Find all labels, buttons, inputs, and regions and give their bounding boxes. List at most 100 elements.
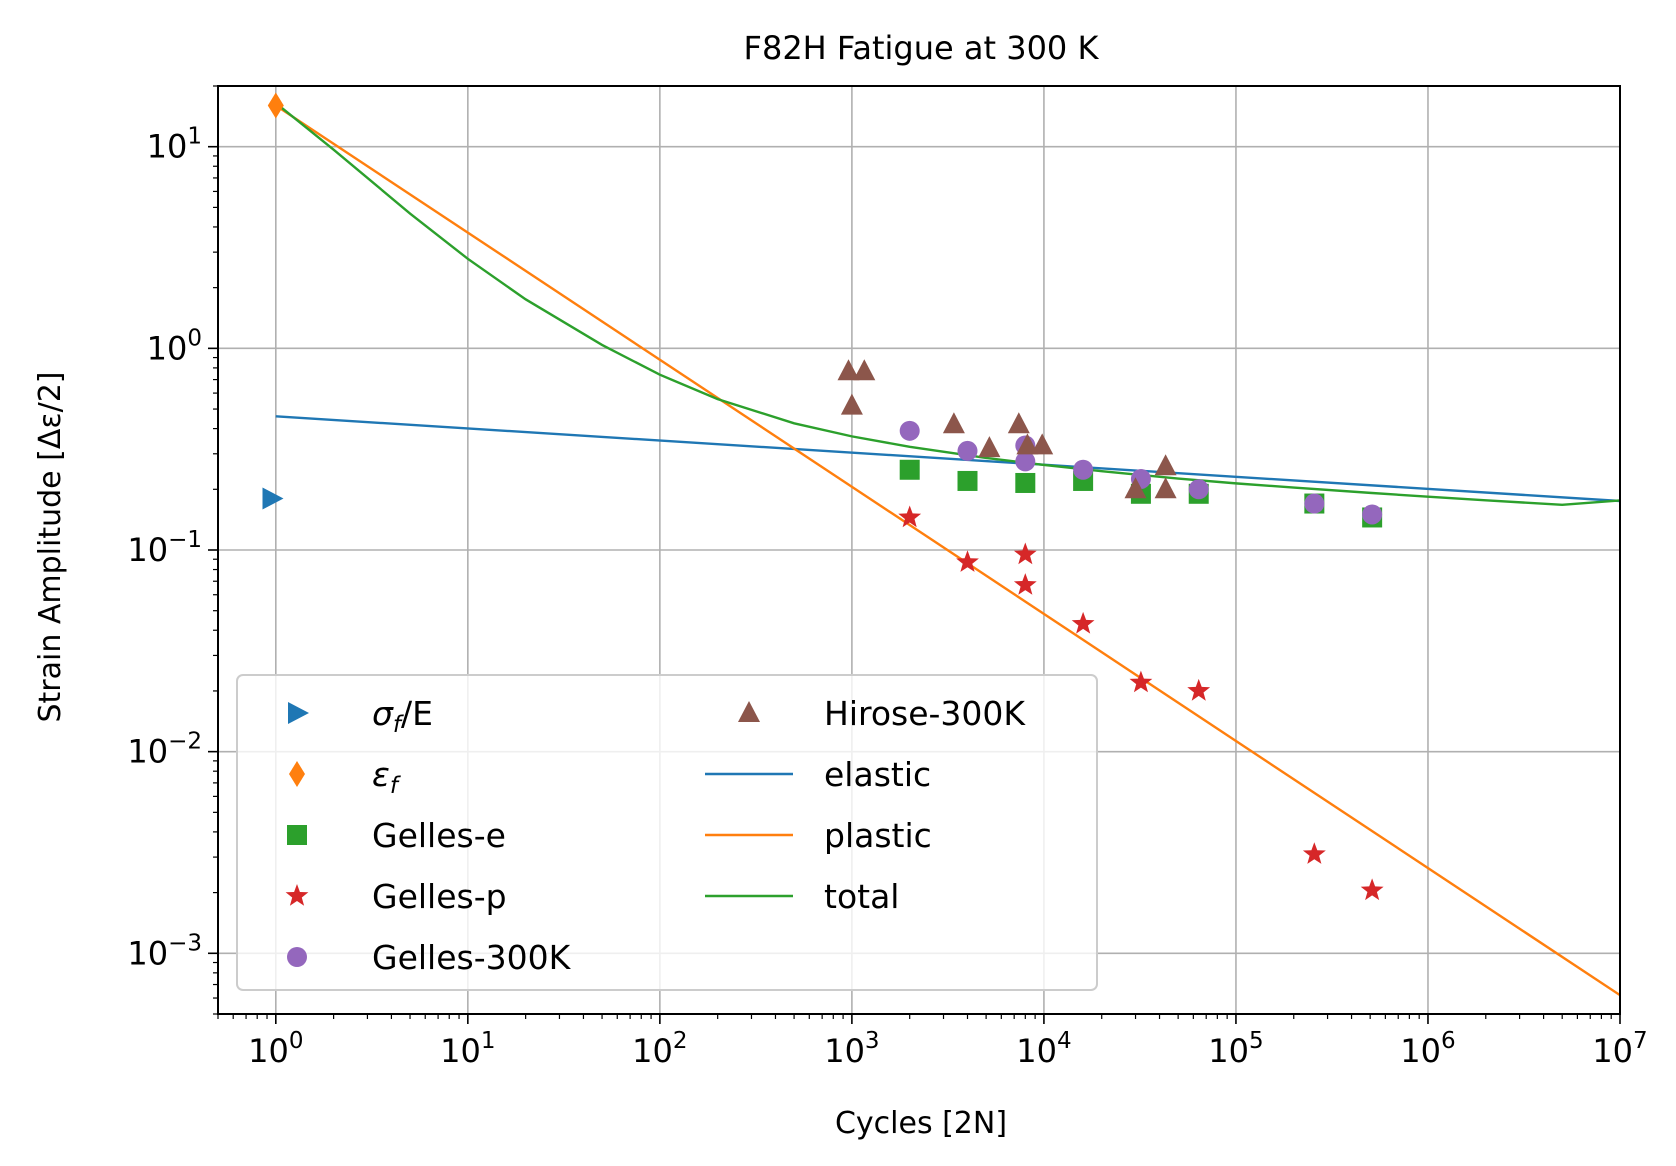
data-point-Gelles-300K [957,440,978,461]
data-point-Gelles-300K [1015,451,1036,472]
data-point-Hirose-300K [942,412,965,434]
legend-label: plastic [824,816,932,855]
legend-entry: Gelles-300K [287,938,572,977]
x-axis-label: Cycles [2N] [835,1106,1007,1141]
legend-entry: plastic [705,816,932,855]
y-tick-label-base: 10 [127,733,168,771]
data-point-Hirose-300K [978,436,1001,458]
x-tick-label-base: 10 [1400,1032,1441,1070]
data-point-Hirose-300K [1154,454,1177,476]
x-tick-label-exp: 0 [289,1028,304,1054]
data-point-Gelles-p [1360,878,1384,901]
legend-swatch [285,884,309,906]
data-point-Gelles-e [899,459,920,480]
data-point-Gelles-p [1071,611,1095,634]
y-tick-label-base: 10 [147,128,188,166]
series-line-elastic [275,415,1620,503]
x-tick-label-base: 10 [248,1032,289,1070]
data-point-Hirose-300K [853,359,876,381]
legend-swatch [287,947,307,967]
plot-frame [217,85,1621,1015]
data-point-Gelles-300K [1073,459,1094,480]
x-tick-label: 104 [1016,1028,1071,1070]
y-tick-label-base: 10 [127,934,168,972]
data-point-Gelles-p [1302,842,1326,864]
x-tick-label-exp: 2 [673,1028,688,1054]
y-tick-label-exp: 1 [187,124,202,150]
data-point-Hirose-300K [840,393,863,415]
data-point-fE [262,487,284,510]
legend-swatch [738,701,760,722]
legend-entry: Gelles-p [285,877,507,916]
legend-label: Hirose-300K [824,694,1026,733]
y-tick-label: 10−1 [127,527,202,569]
series-line-plastic [275,104,1620,997]
x-tick-label-exp: 1 [481,1028,496,1054]
y-tick-label-exp: −3 [168,930,202,956]
data-point-Gelles-p [1013,542,1037,565]
y-tick-label: 10−2 [127,729,202,771]
y-tick-label-base: 10 [147,329,188,367]
y-tick-label-exp: −1 [168,527,202,553]
x-tick-label: 107 [1592,1028,1647,1070]
legend-entry: Gelles-e [287,816,506,855]
legend-swatch [288,702,309,724]
y-tick-label-base: 10 [127,531,168,569]
series-line-total [275,102,1620,507]
x-tick-label-exp: 6 [1441,1028,1456,1054]
legend-label: total [824,877,899,916]
legend-label-sub: f [393,712,404,738]
legend-label: elastic [824,755,931,794]
y-tick-label: 101 [147,124,202,166]
x-tick-label-base: 10 [440,1032,481,1070]
x-tick-label-exp: 4 [1057,1028,1072,1054]
legend-swatch [287,825,307,845]
legend-label: Gelles-300K [372,938,572,977]
y-tick-label-exp: −2 [168,729,202,755]
legend-entry: εf [289,755,401,799]
legend: σf/E εf Gelles-e Gelles-p Gelles-300K Hirose-… [236,674,1098,991]
y-tick-label: 100 [147,325,202,367]
x-tick-label-base: 10 [1592,1032,1633,1070]
legend-label: σf/E [372,694,433,738]
data-point-Gelles-e [1015,472,1036,493]
data-point-Gelles-p [898,505,922,528]
x-tick-label: 106 [1400,1028,1455,1070]
data-point-Gelles-e [957,470,978,491]
data-point-Gelles-300K [1304,493,1325,514]
data-point-Gelles-300K [1188,479,1209,500]
data-point-Gelles-300K [1362,504,1383,525]
x-tick-label: 105 [1208,1028,1263,1070]
x-tick-label-base: 10 [1016,1032,1057,1070]
legend-entry: Hirose-300K [738,694,1026,733]
x-tick-label-exp: 7 [1633,1028,1648,1054]
legend-label: εf [372,755,401,799]
legend-entry: total [705,877,899,916]
legend-entry: σf/E [288,694,433,738]
legend-entry: elastic [705,755,931,794]
data-point-Gelles-300K [899,420,920,441]
x-tick-label-base: 10 [824,1032,865,1070]
x-tick-label: 101 [440,1028,495,1070]
x-tick-label: 100 [248,1028,303,1070]
x-tick-label: 103 [824,1028,879,1070]
data-point-Hirose-300K [1124,477,1147,499]
legend-label-main: ε [372,755,390,794]
legend-label-sub: f [390,773,401,799]
x-tick-label-base: 10 [1208,1032,1249,1070]
x-tick-label-base: 10 [632,1032,673,1070]
data-point-Hirose-300K [837,359,860,381]
legend-label-main: σ [372,694,394,733]
legend-label: Gelles-p [372,877,507,916]
major-ticks [208,145,1621,1024]
legend-label: Gelles-e [372,816,506,855]
data-point-Gelles-p [1129,670,1153,693]
data-point-Hirose-300K [1031,433,1054,455]
data-point-Hirose-300K [1016,433,1039,455]
x-tick-label: 102 [632,1028,687,1070]
data-point-Hirose-300K [1154,477,1177,499]
plot-area [262,92,1620,997]
legend-box [236,674,1098,991]
